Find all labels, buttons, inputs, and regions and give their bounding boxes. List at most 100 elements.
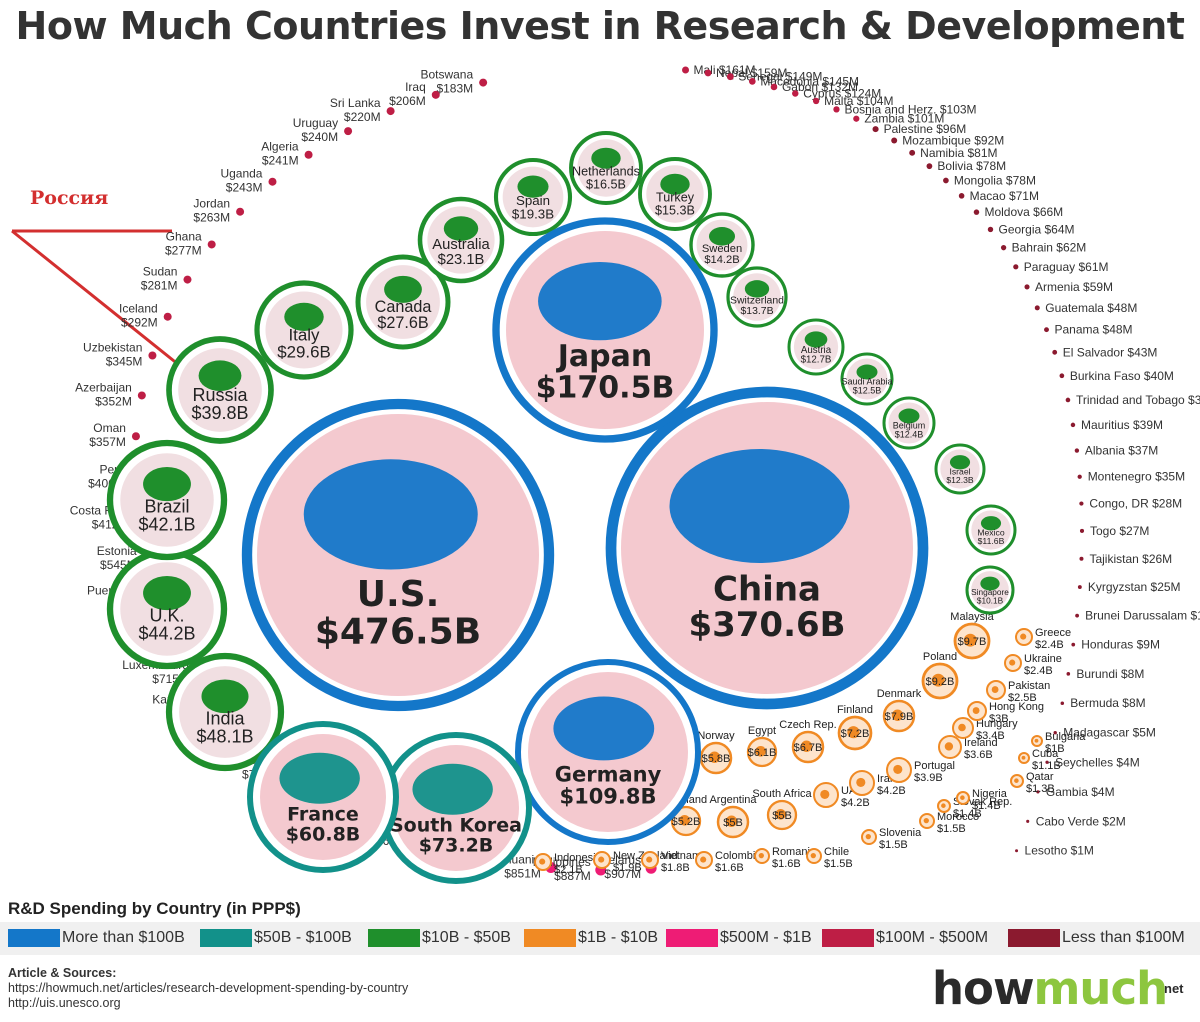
bubble-value: $170.5B xyxy=(536,371,675,406)
bubble-romania: Romania$1.6B xyxy=(754,846,817,870)
dot-marker xyxy=(833,106,840,113)
dot-burundi: Burundi $8M xyxy=(1066,667,1144,681)
dot-congo-dr: Congo, DR $28M xyxy=(1079,497,1182,511)
bubble-value: $1.5B xyxy=(824,858,853,870)
dot-label: Senegal $149M xyxy=(738,70,822,84)
bubble-name: Singapore xyxy=(971,588,1009,597)
legend-swatch xyxy=(666,929,718,947)
dot-burkina-faso: Burkina Faso $40M xyxy=(1059,369,1174,383)
dot-marker xyxy=(1079,528,1085,533)
bubble-value: $27.6B xyxy=(377,314,428,332)
bubble-name: Spain xyxy=(516,193,550,208)
country-silhouette xyxy=(804,331,828,348)
bubble-ireland: Ireland$3.6B xyxy=(938,735,998,761)
dot-marker xyxy=(344,127,353,136)
dot-marker xyxy=(1052,349,1058,355)
bubble-name: Netherlands xyxy=(572,165,640,179)
dot-value: $183M xyxy=(436,82,473,96)
country-silhouette xyxy=(646,856,653,863)
source-link[interactable]: https://howmuch.net/articles/research-de… xyxy=(8,981,409,995)
dot-marker xyxy=(891,137,898,144)
bubble-value: $3B xyxy=(989,713,1009,725)
country-silhouette xyxy=(700,856,707,863)
dot-panama: Panama $48M xyxy=(1044,323,1133,337)
legend-swatch xyxy=(1008,929,1060,947)
country-silhouette xyxy=(893,764,903,774)
country-silhouette xyxy=(847,726,860,739)
dot-marker xyxy=(682,66,690,74)
bubble-canada: Canada$27.6B xyxy=(355,254,451,350)
dot-marker xyxy=(1013,264,1019,270)
legend-item-under-100m: Less than $100M xyxy=(1008,928,1185,948)
bubble-value: $1.4B xyxy=(953,808,982,820)
dot-sudan: Sudan$281M xyxy=(141,265,192,293)
dot-label: Honduras $9M xyxy=(1081,638,1160,652)
dot-marker xyxy=(1077,474,1082,479)
dot-name: Botswana xyxy=(420,68,473,82)
bubble-name: Austria xyxy=(801,345,832,356)
dot-name: Iraq xyxy=(405,80,426,94)
bubble-value: $3.4B xyxy=(976,730,1005,742)
dot-kyrgyzstan: Kyrgyzstan $25M xyxy=(1077,580,1181,594)
bubble-u-s: U.S.$476.5B xyxy=(241,398,555,712)
dot-value: $887M xyxy=(554,869,591,883)
dot-label: Mongolia $78M xyxy=(954,174,1036,188)
legend-swatch xyxy=(822,929,874,947)
bubble-value: $39.8B xyxy=(191,403,248,423)
dot-mongolia: Mongolia $78M xyxy=(943,174,1036,188)
country-silhouette xyxy=(1014,778,1019,783)
dot-marker xyxy=(131,432,140,441)
source-link[interactable]: http://uis.unesco.org xyxy=(8,996,121,1010)
dot-jordan: Jordan$263M xyxy=(193,197,245,225)
bubble-name: Poland xyxy=(923,651,957,663)
dot-marker xyxy=(1074,448,1080,453)
dot-label: Macao $71M xyxy=(970,189,1039,203)
dot-iceland: Iceland$292M xyxy=(119,302,172,330)
legend-item-500m-1b: $500M - $1B xyxy=(666,928,812,948)
bubble-hungary: Hungary$3.4B xyxy=(952,717,1018,742)
bubble-name: Hungary xyxy=(976,718,1018,730)
bubble-switzerland: Switzerland$13.7B xyxy=(726,266,788,328)
bubble-name: Czech Rep. xyxy=(779,719,836,731)
bubble-value: $1.3B xyxy=(1026,783,1055,795)
bubble-australia: Australia$23.1B xyxy=(417,196,505,284)
bubble-name: Australia xyxy=(432,237,490,253)
dot-marker xyxy=(726,73,734,81)
dot-label: Macedonia $145M xyxy=(760,74,859,88)
dot-name: Belarus xyxy=(600,853,641,867)
bubble-value: $3.6B xyxy=(964,749,993,761)
bubble-value: $1.9B xyxy=(613,862,642,874)
country-silhouette xyxy=(963,633,977,647)
bubble-value: $5.2B xyxy=(672,816,701,828)
bubble-name: Argentina xyxy=(709,794,757,806)
country-silhouette xyxy=(810,852,816,859)
dot-trinidad-and-tobago: Trinidad and Tobago $39M xyxy=(1065,393,1200,407)
dot-paraguay: Paraguay $61M xyxy=(1013,260,1109,274)
sources: Article & Sources: https://howmuch.net/a… xyxy=(8,966,408,1011)
bubble-hong-kong: Hong Kong$3B xyxy=(967,701,1044,725)
bubble-value: $6.1B xyxy=(748,747,777,759)
dot-label: Burkina Faso $40M xyxy=(1070,369,1174,383)
dot-botswana: Botswana$183M xyxy=(420,68,488,96)
bubble-value: $12.7B xyxy=(801,355,832,366)
dot-marker xyxy=(1066,672,1071,676)
country-silhouette xyxy=(941,803,946,808)
dot-value: $277M xyxy=(165,243,202,257)
dot-name: Sudan xyxy=(143,265,178,279)
country-silhouette xyxy=(538,262,662,341)
country-silhouette xyxy=(856,364,878,380)
dot-marker xyxy=(1036,790,1040,794)
country-silhouette xyxy=(891,709,904,721)
dot-label: Seychelles $4M xyxy=(1055,755,1140,769)
dot-label: Georgia $64M xyxy=(998,222,1074,236)
dot-name: Estonia xyxy=(97,544,137,558)
country-silhouette xyxy=(198,360,242,392)
legend-item-1b-10b: $1B - $10B xyxy=(524,928,658,948)
dot-label: Gabon $132M xyxy=(782,80,858,94)
country-silhouette xyxy=(517,175,549,198)
country-silhouette xyxy=(744,280,770,298)
bubble-poland: Poland $9.2B xyxy=(921,651,959,700)
bubble-value: $109.8B xyxy=(559,784,656,808)
bubble-value: $9.2B xyxy=(926,676,955,688)
legend-label: $1B - $10B xyxy=(578,929,659,946)
